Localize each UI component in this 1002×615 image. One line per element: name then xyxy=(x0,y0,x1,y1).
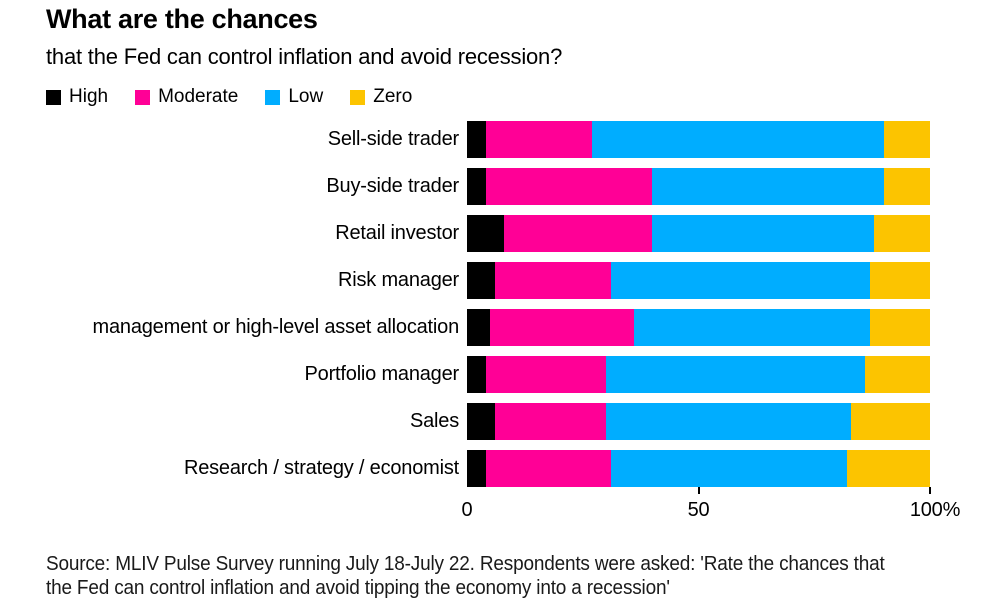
bar-segment-zero xyxy=(846,450,930,487)
x-axis-label-50: 50 xyxy=(687,499,710,521)
row-label: Retail investor xyxy=(335,222,459,244)
bar-track xyxy=(467,403,930,440)
x-axis-tick-100 xyxy=(929,487,931,494)
bar-row-portfolio-manager: Portfolio manager xyxy=(0,351,1002,398)
bar-segment-high xyxy=(467,450,486,487)
bar-row-sell-side-trader: Sell-side trader xyxy=(0,116,1002,163)
bar-segment-moderate xyxy=(494,262,611,299)
row-label: management or high-level asset allocatio… xyxy=(92,316,459,338)
bar-segment-moderate xyxy=(504,215,653,252)
legend-swatch-zero xyxy=(350,89,366,105)
legend-item-moderate: Moderate xyxy=(135,86,238,108)
bar-track xyxy=(467,262,930,299)
legend-swatch-moderate xyxy=(135,89,151,105)
legend-swatch-low xyxy=(265,89,281,105)
legend-label: Moderate xyxy=(158,86,239,107)
bar-track xyxy=(467,450,930,487)
row-label: Sell-side trader xyxy=(327,128,459,150)
bar-segment-zero xyxy=(883,168,930,205)
bar-track xyxy=(467,309,930,346)
source-line-2: the Fed can control inflation and avoid … xyxy=(46,576,670,599)
bar-segment-zero xyxy=(869,309,930,346)
row-label: Buy-side trader xyxy=(326,175,459,197)
bar-row-retail-investor: Retail investor xyxy=(0,210,1002,257)
legend-label: High xyxy=(69,86,109,107)
legend-item-high: High xyxy=(46,86,108,108)
bar-segment-high xyxy=(467,356,486,393)
bar-segment-low xyxy=(605,403,852,440)
bar-segment-zero xyxy=(883,121,930,158)
bar-segment-moderate xyxy=(485,168,653,205)
legend-label: Zero xyxy=(373,86,413,107)
bar-segment-moderate xyxy=(485,450,611,487)
chart-title: What are the chances xyxy=(46,4,318,34)
chart-subtitle: that the Fed can control inflation and a… xyxy=(46,44,563,69)
bar-segment-low xyxy=(652,215,875,252)
x-axis-label-0: 0 xyxy=(461,499,473,521)
bar-segment-low xyxy=(592,121,884,158)
bar-segment-high xyxy=(467,168,486,205)
legend: High Moderate Low Zero xyxy=(46,86,412,108)
bar-segment-high xyxy=(467,215,505,252)
legend-swatch-high xyxy=(46,89,61,105)
x-axis-label-100: 100% xyxy=(909,499,961,521)
bar-track xyxy=(467,215,930,252)
row-label: Portfolio manager xyxy=(304,363,459,385)
bar-segment-low xyxy=(610,450,847,487)
bar-segment-high xyxy=(467,309,491,346)
bar-segment-moderate xyxy=(494,403,606,440)
bar-segment-zero xyxy=(865,356,930,393)
bar-segment-low xyxy=(605,356,866,393)
bar-segment-zero xyxy=(851,403,930,440)
source-line-1: Source: MLIV Pulse Survey running July 1… xyxy=(46,553,885,575)
bar-track xyxy=(467,121,930,158)
bar-row-buy-side-trader: Buy-side trader xyxy=(0,163,1002,210)
bar-track xyxy=(467,168,930,205)
bar-row-sales: Sales xyxy=(0,398,1002,445)
x-axis-tick-50 xyxy=(697,487,700,494)
bar-segment-low xyxy=(610,262,870,299)
legend-item-zero: Zero xyxy=(350,86,412,108)
row-label: Research / strategy / economist xyxy=(183,457,459,479)
bar-row-risk-manager: Risk manager xyxy=(0,257,1002,304)
source-note: Source: MLIV Pulse Survey running July 1… xyxy=(46,553,1002,600)
bar-segment-zero xyxy=(869,262,930,299)
bar-segment-moderate xyxy=(485,356,606,393)
bar-segment-low xyxy=(633,309,870,346)
bar-segment-high xyxy=(467,121,486,158)
bar-segment-high xyxy=(467,262,495,299)
bar-segment-zero xyxy=(874,215,930,252)
legend-label: Low xyxy=(288,86,324,107)
bar-segment-moderate xyxy=(485,121,592,158)
legend-item-low: Low xyxy=(265,86,323,108)
bar-track xyxy=(467,356,930,393)
row-label: Sales xyxy=(409,410,459,432)
bar-rows: Sell-side trader Buy-side trader Retail in… xyxy=(0,116,1002,492)
bar-row-management-or-high-level-asset-allocation: management or high-level asset allocatio… xyxy=(0,304,1002,351)
bar-row-research-strategy-economist: Research / strategy / economist xyxy=(0,445,1002,492)
bar-segment-high xyxy=(467,403,495,440)
row-label: Risk manager xyxy=(338,269,459,291)
bar-segment-low xyxy=(652,168,884,205)
bar-segment-moderate xyxy=(490,309,634,346)
